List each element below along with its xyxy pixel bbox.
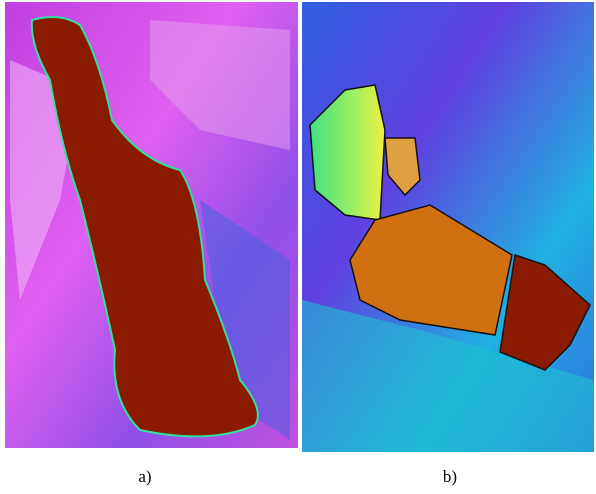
panel-a [5, 2, 298, 448]
panel-label: a) [138, 467, 151, 486]
panel-b [302, 2, 594, 452]
panel-label: b) [443, 467, 457, 486]
figure: a) b) [0, 0, 596, 494]
